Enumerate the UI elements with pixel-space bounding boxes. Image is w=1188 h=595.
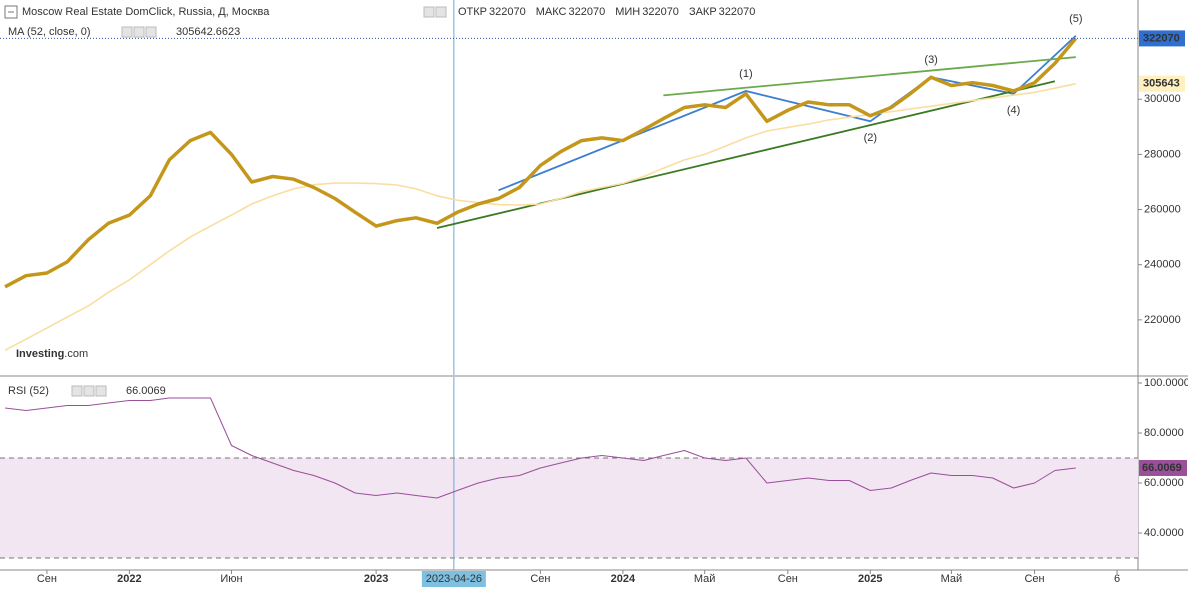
rsi-label: RSI (52) — [8, 385, 49, 397]
x-tick-label: Сен — [1024, 573, 1044, 585]
ohlc-value: 322070 — [642, 6, 679, 18]
y-tick-label: 300000 — [1144, 93, 1181, 105]
settings-icon — [71, 385, 83, 397]
y-tick-label: 280000 — [1144, 148, 1181, 160]
logo: .com — [64, 348, 88, 360]
price-tag — [1139, 30, 1185, 47]
ohlc-value: 322070 — [719, 6, 756, 18]
y-tick-label: 240000 — [1144, 259, 1181, 271]
series-line — [4, 37, 1078, 289]
settings-icon — [95, 385, 107, 397]
logo: Investing — [16, 348, 64, 360]
ohlc-label: ЗАКР — [689, 6, 717, 18]
settings-icon — [423, 6, 435, 18]
crosshair-tag — [421, 571, 486, 587]
ohlc-label: ОТКР — [458, 6, 487, 18]
x-tick-label: 2022 — [117, 573, 141, 585]
axis-panel — [1138, 0, 1188, 595]
x-tick-label: 2023 — [364, 573, 388, 585]
price-tag-label: 322070 — [1143, 32, 1180, 44]
y-tick-label: 220000 — [1144, 314, 1181, 326]
wave-label: (2) — [864, 132, 877, 144]
price-tag-label: 305643 — [1143, 78, 1180, 90]
chart-title: Moscow Real Estate DomClick, Russia, Д, … — [22, 6, 270, 18]
series-line — [4, 82, 1076, 351]
crosshair-label: 2023-04-26 — [426, 573, 482, 585]
series-line — [4, 397, 1076, 499]
price-tag — [1139, 75, 1185, 92]
y-tick-label: 260000 — [1144, 203, 1181, 215]
ohlc-value: 322070 — [489, 6, 526, 18]
wave-label: (1) — [739, 68, 752, 80]
y-tick-label: 80.0000 — [1144, 427, 1184, 439]
ohlc-label: МАКС — [536, 6, 567, 18]
x-tick-label: Сен — [530, 573, 550, 585]
ohlc-value: 322070 — [568, 6, 605, 18]
x-tick-label: 6 — [1114, 573, 1120, 585]
settings-icon — [435, 6, 447, 18]
band-fill — [0, 458, 1138, 558]
y-tick-label: 60.0000 — [1144, 477, 1184, 489]
price-tag — [1139, 459, 1187, 476]
x-tick-label: Май — [941, 573, 963, 585]
rsi-value: 66.0069 — [126, 385, 166, 397]
indicator-value: 305642.6623 — [176, 26, 240, 38]
y-tick-label: 100.0000 — [1144, 377, 1188, 389]
wave-label: (4) — [1007, 105, 1020, 117]
ohlc-label: МИН — [615, 6, 640, 18]
x-tick-label: Сен — [778, 573, 798, 585]
x-tick-label: 2025 — [858, 573, 882, 585]
price-tag-label: 66.0069 — [1142, 462, 1182, 474]
indicator-label: MA (52, close, 0) — [8, 26, 91, 38]
y-tick-label: 40.0000 — [1144, 527, 1184, 539]
x-tick-label: Май — [694, 573, 716, 585]
settings-icon — [121, 26, 133, 38]
wave-label: (5) — [1069, 13, 1082, 25]
x-tick-label: 2024 — [611, 573, 636, 585]
x-tick-label: Сен — [37, 573, 57, 585]
settings-icon — [133, 26, 145, 38]
settings-icon — [83, 385, 95, 397]
settings-icon — [145, 26, 157, 38]
x-tick-label: Июн — [220, 573, 242, 585]
wave-label: (3) — [924, 54, 937, 66]
trend-line — [663, 56, 1076, 97]
